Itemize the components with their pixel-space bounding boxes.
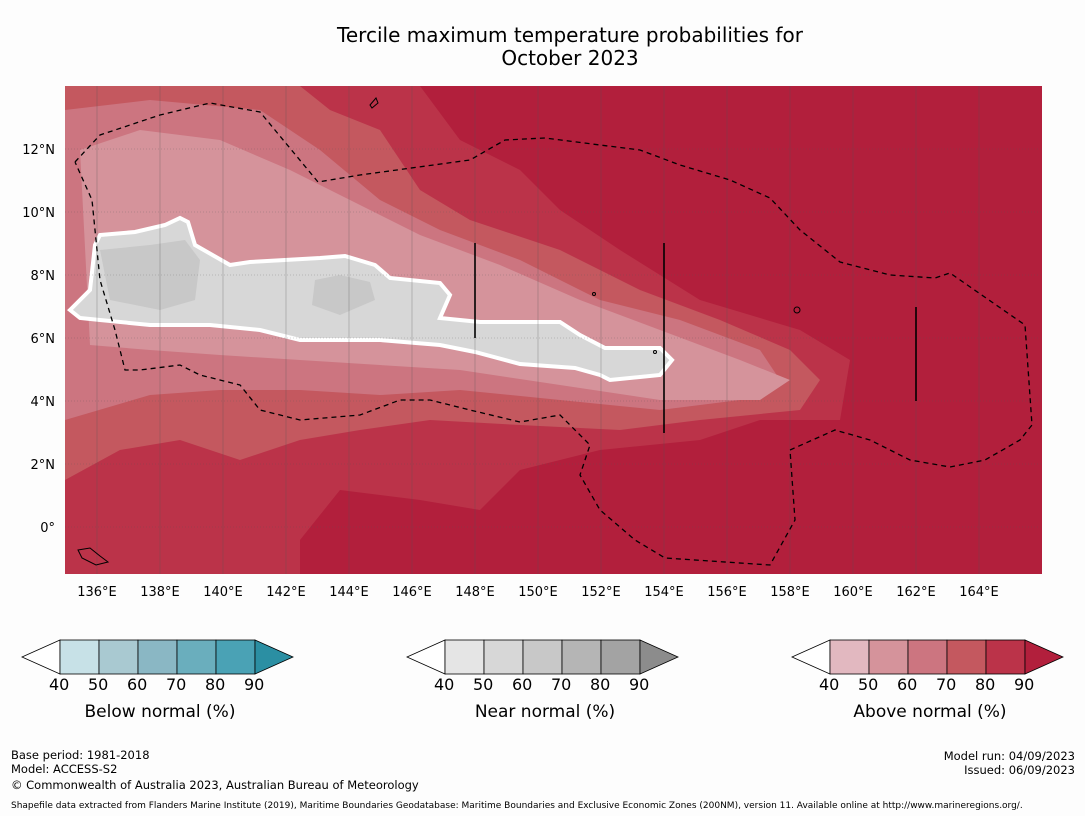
- colorbar-below: 40 50 60 70 80 90 Below normal (%): [20, 638, 300, 738]
- lon-tick: 160°E: [833, 585, 873, 600]
- colorbar-swatch: [561, 639, 602, 675]
- tick: 50: [88, 675, 109, 694]
- tick: 40: [819, 675, 840, 694]
- lon-tick: 138°E: [140, 585, 180, 600]
- lat-tick: 8°N: [31, 269, 56, 284]
- colorbar-swatch: [1024, 639, 1064, 675]
- lon-tick: 164°E: [959, 585, 999, 600]
- colorbar-swatch: [522, 639, 563, 675]
- lon-tick: 136°E: [77, 585, 117, 600]
- region-near-50b: [312, 275, 375, 315]
- lat-tick: 12°N: [22, 143, 55, 158]
- colorbar-swatch: [829, 639, 870, 675]
- tick: 50: [473, 675, 494, 694]
- colorbar-near-ticks: 40 50 60 70 80 90: [405, 675, 685, 695]
- tick: 60: [127, 675, 148, 694]
- colorbar-below-label: Below normal (%): [84, 702, 236, 722]
- tick: 90: [1014, 675, 1035, 694]
- tick: 60: [512, 675, 533, 694]
- title-line-2: October 2023: [501, 46, 639, 70]
- model-name: Model: ACCESS-S2: [11, 762, 118, 776]
- lat-tick-labels: 12°N 10°N 8°N 6°N 4°N 2°N 0°: [22, 143, 55, 536]
- lon-tick: 154°E: [644, 585, 684, 600]
- title-line-1: Tercile maximum temperature probabilitie…: [337, 23, 803, 47]
- colorbar-swatch: [444, 639, 485, 675]
- lon-tick: 162°E: [896, 585, 936, 600]
- tick: 90: [629, 675, 650, 694]
- colorbar-swatch: [215, 639, 256, 675]
- tick: 40: [49, 675, 70, 694]
- colorbar-near-label: Near normal (%): [474, 702, 616, 722]
- tick: 80: [975, 675, 996, 694]
- colorbar-below-ticks: 40 50 60 70 80 90: [20, 675, 300, 695]
- lon-tick-labels: 136°E 138°E 140°E 142°E 144°E 146°E 148°…: [77, 585, 999, 600]
- colorbar-above-swatches: [791, 639, 1064, 675]
- region-above-50: [80, 130, 790, 400]
- lat-tick: 0°: [40, 521, 55, 536]
- colorbar-above-ticks: 40 50 60 70 80 90: [790, 675, 1070, 695]
- shapefile-credit: Shapefile data extracted from Flanders M…: [11, 801, 1023, 811]
- colorbar-swatch: [985, 639, 1026, 675]
- colorbar-below-swatches: [21, 639, 294, 675]
- lon-tick: 148°E: [455, 585, 495, 600]
- colorbar-swatch: [639, 639, 679, 675]
- lon-tick: 156°E: [707, 585, 747, 600]
- colorbar-near: 40 50 60 70 80 90 Near normal (%): [405, 638, 685, 738]
- tick: 90: [244, 675, 265, 694]
- lat-tick: 2°N: [31, 458, 56, 473]
- eez-boundaries: [74, 102, 1033, 566]
- colorbar-swatch: [907, 639, 948, 675]
- colorbar-swatch: [254, 639, 294, 675]
- eez-separators: [474, 243, 917, 433]
- tick: 80: [590, 675, 611, 694]
- colorbar-swatch: [868, 639, 909, 675]
- lat-tick: 4°N: [31, 395, 56, 410]
- lat-tick: 10°N: [22, 206, 55, 221]
- tick: 50: [858, 675, 879, 694]
- footer-left: Base period: 1981-2018 Model: ACCESS-S2 …: [11, 748, 419, 792]
- lon-tick: 150°E: [518, 585, 558, 600]
- colorbar-above-label: Above normal (%): [853, 702, 1007, 722]
- lon-tick: 158°E: [770, 585, 810, 600]
- colorbar-swatch: [946, 639, 987, 675]
- chart-title: Tercile maximum temperature probabilitie…: [0, 24, 1085, 70]
- colorbar-swatch: [176, 639, 217, 675]
- footer-right: Model run: 04/09/2023 Issued: 06/09/2023: [944, 749, 1075, 777]
- tick: 70: [936, 675, 957, 694]
- colorbar-swatch: [59, 639, 100, 675]
- islands: [77, 97, 801, 566]
- tick: 70: [166, 675, 187, 694]
- lon-tick: 140°E: [203, 585, 243, 600]
- base-period: Base period: 1981-2018: [11, 748, 150, 762]
- colorbar-swatch: [137, 639, 178, 675]
- lon-tick: 144°E: [329, 585, 369, 600]
- issued-date: Issued: 06/09/2023: [964, 763, 1075, 777]
- colorbar-swatch: [483, 639, 524, 675]
- colorbar-above: 40 50 60 70 80 90 Above normal (%): [790, 638, 1070, 738]
- lat-tick: 6°N: [31, 332, 56, 347]
- probability-map: 136°E 138°E 140°E 142°E 144°E 146°E 148°…: [22, 86, 1042, 600]
- colorbar-near-swatches: [406, 639, 679, 675]
- tick: 60: [897, 675, 918, 694]
- lon-tick: 142°E: [266, 585, 306, 600]
- copyright: © Commonwealth of Australia 2023, Austra…: [11, 778, 419, 792]
- tick: 70: [551, 675, 572, 694]
- lon-tick: 152°E: [581, 585, 621, 600]
- lon-tick: 146°E: [392, 585, 432, 600]
- tick: 80: [205, 675, 226, 694]
- colorbar-swatch: [98, 639, 139, 675]
- tick: 40: [434, 675, 455, 694]
- model-run: Model run: 04/09/2023: [943, 749, 1075, 763]
- colorbar-swatch: [600, 639, 641, 675]
